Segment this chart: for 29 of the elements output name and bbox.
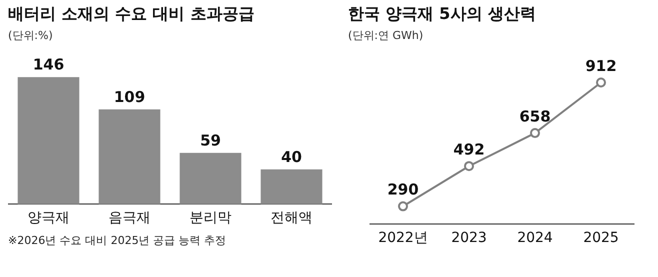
data-label: 912 <box>585 56 617 75</box>
bar <box>18 77 80 204</box>
x-tick-label: 2025 <box>583 230 619 246</box>
data-label: 290 <box>387 180 419 199</box>
x-tick-label: 2024 <box>517 230 553 246</box>
chart-title: 배터리 소재의 수요 대비 초과공급 <box>8 4 256 25</box>
data-label: 59 <box>200 131 221 150</box>
chart-subtitle: (단위:%) <box>8 28 54 43</box>
point <box>464 161 474 172</box>
bar <box>98 109 160 204</box>
data-label: 109 <box>114 88 146 106</box>
x-tick-label: 2023 <box>451 230 487 246</box>
point <box>398 201 408 212</box>
x-tick-label: 분리막 <box>190 210 232 226</box>
x-tick-label: 2022년 <box>378 230 428 246</box>
bar <box>260 169 322 204</box>
bar <box>180 152 242 204</box>
x-tick-label: 전해액 <box>270 210 312 226</box>
chart-subtitle: (단위:연 GWh) <box>348 28 424 43</box>
chart-title: 한국 양극재 5사의 생산력 <box>348 4 537 25</box>
x-tick-label: 음극재 <box>108 210 150 226</box>
x-tick-label: 양극재 <box>28 210 70 226</box>
data-label: 658 <box>519 107 551 126</box>
point <box>596 78 606 88</box>
text: ※2026년 수요 대비 2025년 공급 능력 추정 <box>8 233 228 248</box>
data-label: 40 <box>281 148 302 166</box>
data-label: 492 <box>453 140 485 158</box>
data-label: 146 <box>32 56 64 74</box>
point <box>530 128 540 138</box>
